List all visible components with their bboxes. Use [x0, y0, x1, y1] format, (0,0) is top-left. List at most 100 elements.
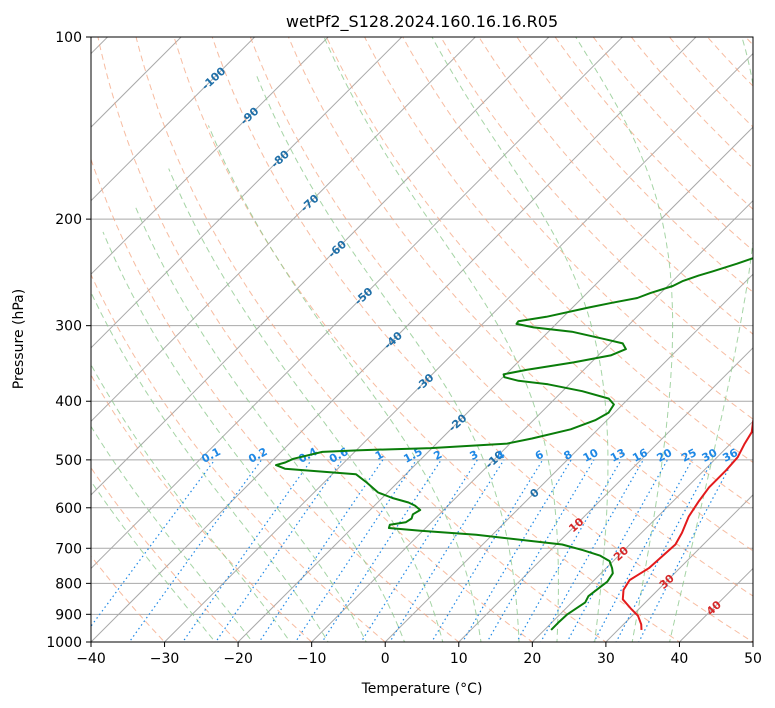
mixing-ratio-label: 3: [468, 448, 481, 463]
mixing-ratio-line: [388, 459, 505, 642]
moist-adiabat-line: [255, 73, 520, 642]
profile-lines: [275, 257, 753, 631]
x-tick-label: −40: [76, 651, 106, 667]
y-tick-label: 900: [55, 607, 82, 623]
dry-adiabat-line: [478, 37, 753, 335]
dry-adiabat-line: [744, 37, 753, 46]
mixing-ratio-line: [128, 459, 262, 642]
mixing-ratio-label: 36: [720, 446, 740, 465]
moist-adiabat-line: [91, 291, 329, 642]
dry-adiabat-line: [211, 37, 753, 642]
isotherm-line: [91, 37, 697, 642]
isotherm-line: [91, 37, 477, 423]
y-tick-label: 600: [55, 501, 82, 517]
mixing-ratio-line: [593, 459, 693, 642]
dry-adiabat-line: [287, 37, 753, 552]
dry-adiabat-line: [402, 37, 753, 420]
dry-adiabat-line: [91, 374, 313, 642]
moist-adiabat-line: [431, 37, 609, 642]
isotherm-line: [752, 641, 753, 642]
x-tick-label: 10: [450, 651, 468, 667]
y-tick-label: 800: [55, 576, 82, 592]
mixing-ratio-label: 0.2: [246, 445, 269, 466]
x-tick-label: 30: [597, 651, 615, 667]
mixing-ratio-line: [181, 459, 312, 642]
mixing-ratio-label: 13: [608, 446, 628, 465]
moist-adiabat-line: [207, 125, 482, 642]
dry-adiabat-line: [249, 37, 753, 597]
moist-adiabat-line: [91, 363, 291, 642]
y-tick-label: 500: [55, 453, 82, 469]
mixing-ratio-line: [638, 459, 734, 642]
mixing-ratio-line: [540, 459, 644, 642]
isotherm-line: [237, 126, 753, 642]
isotherm-line: [91, 37, 256, 202]
dry-adiabat-line: [364, 37, 753, 464]
isotherm-line: [678, 567, 753, 642]
x-tick-label: 40: [671, 651, 689, 667]
x-tick-label: 50: [744, 651, 762, 667]
background-lines: [91, 37, 753, 642]
mixing-ratio-line: [486, 459, 595, 642]
mixing-ratio-label: 0.6: [327, 445, 351, 466]
moist-adiabat-line: [91, 425, 254, 642]
mixing-ratio-label: 10: [581, 446, 601, 465]
dry-adiabat-line: [135, 37, 607, 642]
mixing-ratio-line: [91, 459, 216, 628]
isotherm-label: -100: [199, 64, 228, 92]
temperature-profile-line: [621, 416, 753, 630]
mixing-ratio-label: 6: [533, 448, 546, 463]
y-tick-label: 700: [55, 541, 82, 557]
isotherm-line: [91, 37, 403, 349]
y-tick-label: 300: [55, 319, 82, 335]
moist-adiabat-line: [168, 168, 444, 642]
isotherm-line: [91, 37, 624, 570]
mixing-ratio-label: 0.1: [199, 445, 222, 466]
mixing-ratio-line: [294, 459, 417, 642]
mixing-ratio-label: 25: [679, 446, 699, 465]
x-axis-title: Temperature (°C): [361, 681, 483, 697]
dry-adiabat-line: [630, 37, 753, 169]
isotherm-line: [531, 420, 753, 642]
moist-adiabat-line: [669, 37, 753, 642]
dry-adiabat-line: [91, 157, 460, 642]
x-tick-label: 0: [381, 651, 390, 667]
isotherm-line: [91, 37, 182, 128]
x-tick-label: −10: [297, 651, 327, 667]
dewpoint-profile-line: [275, 257, 753, 631]
y-tick-label: 1000: [46, 635, 82, 651]
mixing-ratio-line: [461, 459, 572, 642]
mixing-ratio-label: 20: [655, 446, 675, 465]
x-tick-label: −20: [223, 651, 253, 667]
mixing-ratio-line: [566, 459, 669, 642]
dry-adiabat-line: [706, 37, 753, 87]
dry-adiabat-line: [97, 37, 534, 642]
mixing-ratio-line: [214, 459, 343, 642]
x-tick-label: −30: [150, 651, 180, 667]
mixing-ratio-line: [516, 459, 622, 642]
mixing-ratio-line: [360, 459, 478, 642]
moist-adiabat-line: [102, 231, 367, 642]
chart-title: wetPf2_S128.2024.160.16.16.R05: [286, 12, 558, 32]
y-tick-label: 400: [55, 394, 82, 410]
mixing-ratio-label-group: 0.1 0.2 0.4 0.6 1 1.5 2 3 4 6 8 10 13 16 20 25 30 36: [199, 445, 740, 466]
dry-adiabat-line: [668, 37, 753, 128]
isotherm-line: [91, 37, 329, 275]
isotherm-line: [605, 494, 753, 642]
x-tick-label: 20: [523, 651, 541, 667]
isotherm-line: [91, 37, 550, 496]
y-axis-title: Pressure (hPa): [11, 289, 27, 389]
dry-adiabat-line: [554, 37, 753, 252]
moist-adiabat-line: [134, 205, 406, 642]
dry-adiabat-line: [325, 37, 753, 507]
axes: −40 −30 −20 −10 0 10 20 30 40 5010020030040050060…: [46, 30, 762, 667]
dry-adiabat-line: [91, 273, 386, 642]
dry-adiabat-line: [173, 37, 681, 642]
plot-frame: [90, 36, 754, 643]
moist-adiabat-line: [91, 480, 216, 642]
mixing-ratio-label: 2: [431, 448, 444, 463]
mixing-ratio-label: 16: [630, 446, 650, 465]
isotherm-line: [384, 273, 753, 642]
